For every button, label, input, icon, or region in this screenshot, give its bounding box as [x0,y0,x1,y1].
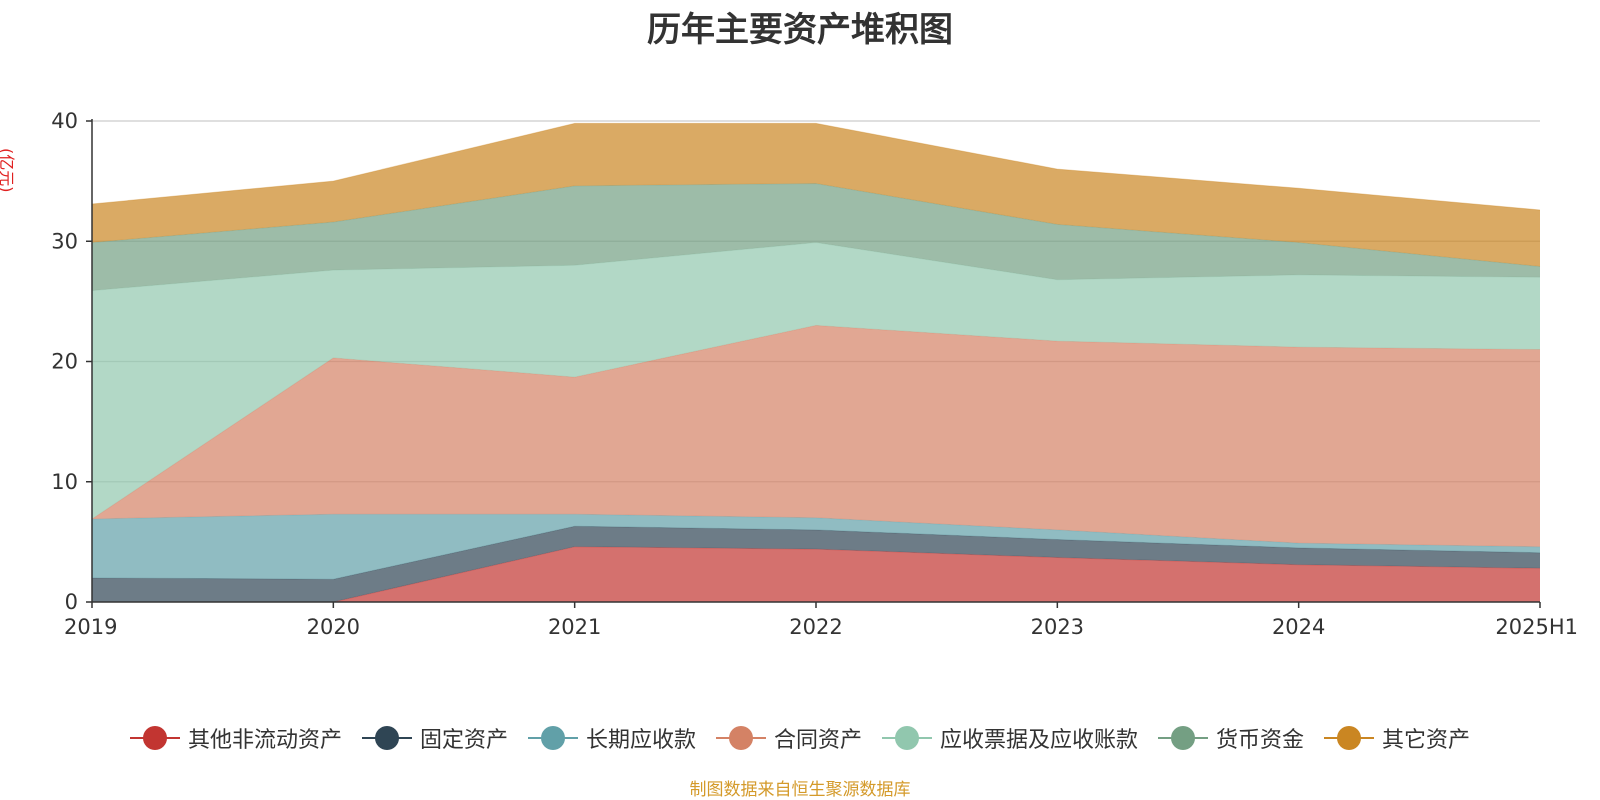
legend-item[interactable]: 合同资产 [715,722,862,754]
legend-swatch-icon [1158,725,1209,751]
y-tick-label: 30 [51,229,78,253]
legend-swatch-dot [1337,726,1362,750]
legend-label: 固定资产 [419,728,508,753]
legend-item[interactable]: 其它资产 [1324,722,1470,754]
area-series-0 [92,546,1540,602]
legend-swatch-icon [361,725,412,751]
legend-swatch-dot [1171,726,1196,750]
legend-label: 货币资金 [1216,728,1305,753]
legend-swatch-icon [715,725,766,751]
legend-label: 长期应收款 [585,728,696,753]
legend-swatch-icon [527,725,578,751]
legend-swatch-dot [728,726,753,750]
area-series-3 [92,325,1540,547]
area-series [91,122,1541,603]
x-tick-label: 2021 [548,615,601,639]
axes: 0 10 20 30 40 2019 2020 2021 2022 2023 2024 2025H1 [51,109,1578,639]
y-tick-label: 20 [51,350,78,374]
x-tick-label: 2020 [307,615,360,639]
area-series-5 [92,183,1540,291]
legend-label: 合同资产 [773,728,862,753]
legend-label: 应收票据及应收账款 [940,728,1139,753]
chart-legend: 其他非流动资产 固定资产 长期应收款 合同资产 应收票据及应收账款 货币资金 其它资产 [80,718,1520,758]
x-tick-label: 2024 [1272,615,1325,639]
legend-item[interactable]: 应收票据及应收账款 [882,722,1138,754]
chart-title: 历年主要资产堆积图 [647,10,953,50]
legend-swatch-dot [374,726,399,750]
x-tick-label: 2022 [789,615,842,639]
legend-swatch-dot [540,726,565,750]
legend-item[interactable]: 其他非流动资产 [129,722,342,754]
y-tick-label: 10 [51,470,78,494]
legend-swatch-icon [1324,725,1375,751]
y-tick-label: 0 [65,590,78,614]
area-series-6 [92,123,1540,267]
legend-item[interactable]: 长期应收款 [527,722,696,754]
y-tick-label: 40 [51,109,78,133]
legend-label: 其他非流动资产 [187,728,342,753]
legend-item[interactable]: 货币资金 [1158,722,1304,754]
area-series-2 [92,514,1540,580]
x-tick-label: 2023 [1031,615,1084,639]
area-series-4 [92,242,1540,519]
legend-swatch-dot [895,726,919,750]
legend-label: 其它资产 [1382,728,1471,753]
legend-item[interactable]: 固定资产 [361,722,508,754]
legend-swatch-icon [129,725,180,751]
data-source-note: 制图数据来自恒生聚源数据库 [689,780,911,800]
x-tick-label: 2019 [64,615,117,639]
area-series-1 [92,526,1540,602]
legend-swatch-icon [882,725,932,751]
legend-swatch-dot [142,726,167,750]
x-tick-label: 2025H1 [1495,615,1578,639]
area-series-line-6 [91,122,1541,211]
